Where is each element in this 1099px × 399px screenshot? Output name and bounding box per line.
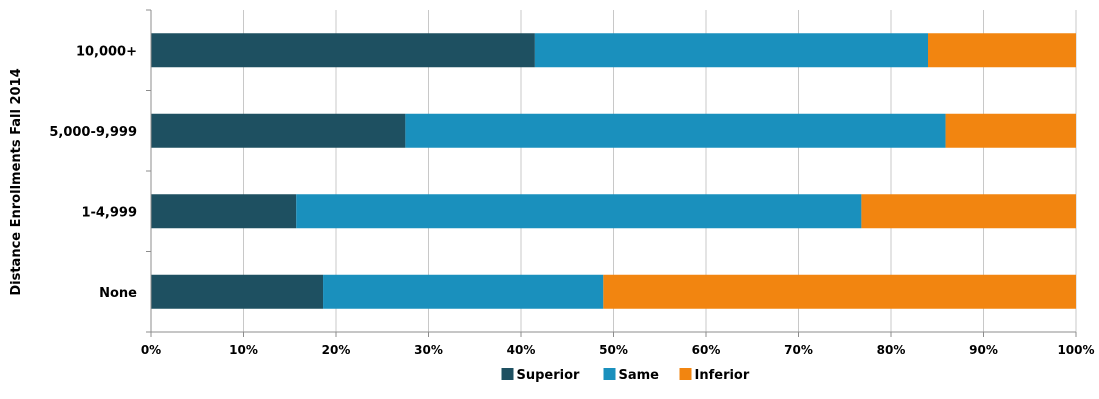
x-tick-label-60: 60% [692, 343, 721, 357]
legend-swatch-inferior [679, 368, 692, 380]
x-tick-label-80: 80% [877, 343, 906, 357]
x-tick-label-0: 0% [141, 343, 161, 357]
y-tick-label-5-000-9-999: 5,000-9,999 [49, 125, 137, 140]
y-tick-label-1-4-999: 1-4,999 [81, 205, 137, 220]
legend-swatch-superior [501, 368, 514, 380]
axes [146, 9, 1077, 337]
x-tick-label-40: 40% [507, 343, 536, 357]
bar-superior-none [151, 274, 324, 309]
bar-same-none [323, 274, 604, 309]
y-tick-label-10-000: 10,000+ [76, 44, 137, 59]
bar-superior-1-4-999 [151, 194, 297, 229]
x-tick-label-100: 100% [1057, 343, 1094, 357]
x-tick-label-50: 50% [599, 343, 628, 357]
bar-same-1-4-999 [296, 194, 862, 229]
bar-same-10-000 [534, 33, 928, 68]
bar-superior-10-000 [151, 33, 535, 68]
y-tick-labels: 10,000+ 5,000-9,999 1-4,999 None [49, 44, 137, 301]
bar-inferior-1-4-999 [861, 194, 1076, 229]
legend: Superior Same Inferior [501, 368, 750, 383]
legend-label-superior: Superior [517, 368, 581, 383]
x-tick-label-70: 70% [784, 343, 813, 357]
bar-same-5-000-9-999 [405, 113, 946, 148]
bars [151, 33, 1076, 309]
y-axis-title: Distance Enrollments Fall 2014 [9, 68, 24, 295]
legend-swatch-same [603, 368, 616, 380]
bar-inferior-none [603, 274, 1076, 309]
legend-label-inferior: Inferior [695, 368, 750, 383]
x-tick-labels: 0% 10% 20% 30% 40% 50% 60% 70% 80% 90% 100% [141, 343, 1095, 357]
bar-inferior-5-000-9-999 [945, 113, 1076, 148]
y-tick-label-none: None [99, 286, 137, 301]
legend-label-same: Same [619, 368, 660, 383]
bar-inferior-10-000 [928, 33, 1076, 68]
x-tick-label-20: 20% [322, 343, 351, 357]
bar-superior-5-000-9-999 [151, 113, 406, 148]
x-tick-label-90: 90% [969, 343, 998, 357]
x-tick-label-30: 30% [414, 343, 443, 357]
x-tick-label-10: 10% [229, 343, 258, 357]
